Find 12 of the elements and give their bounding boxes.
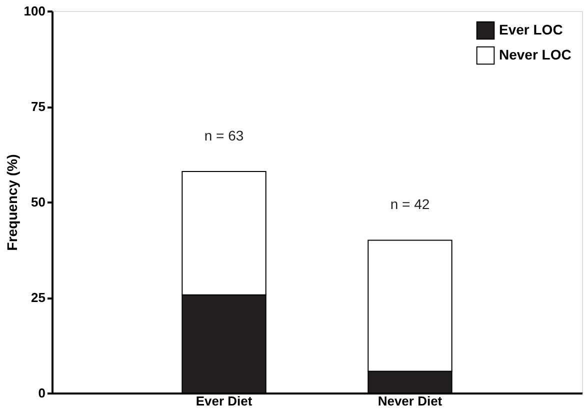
annotation: n = 42 — [390, 196, 430, 212]
y-tick-label: 75 — [31, 99, 46, 114]
x-tick-label: Ever Diet — [196, 394, 253, 408]
annotation: n = 63 — [204, 127, 244, 144]
legend-label: Never LOC — [499, 46, 572, 62]
y-tick-label: 50 — [31, 194, 46, 210]
y-tick-label: 0 — [38, 386, 46, 400]
y-axis-title: Frequency (%) — [4, 154, 20, 251]
y-tick-label: 25 — [31, 290, 46, 305]
y-tick-label: 100 — [24, 4, 46, 18]
x-tick-label: Never Diet — [378, 394, 443, 408]
legend-label: Ever LOC — [499, 22, 563, 38]
